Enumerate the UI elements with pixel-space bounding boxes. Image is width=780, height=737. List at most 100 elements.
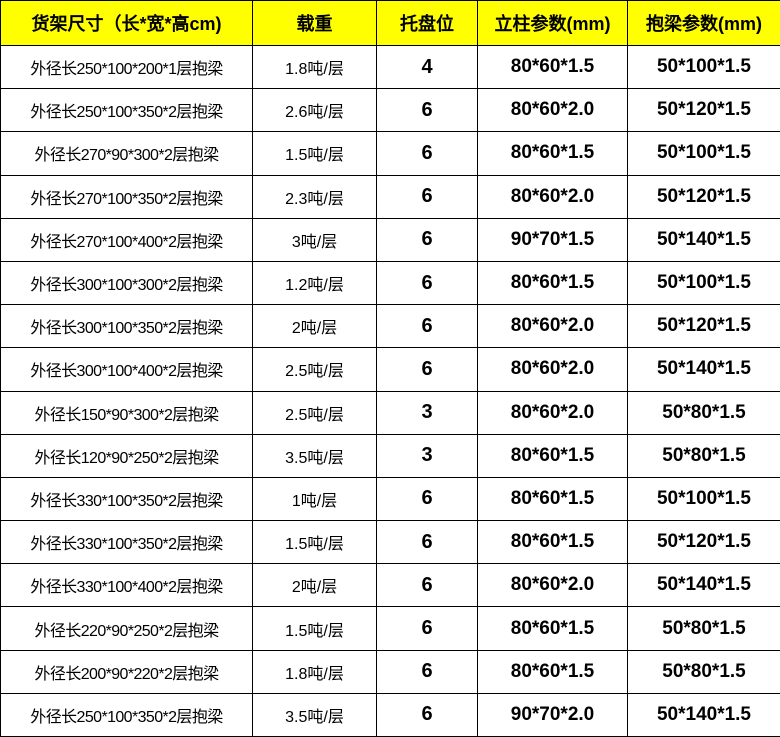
table-cell: 外径长250*100*350*2层抱梁 bbox=[0, 88, 253, 133]
table-cell: 2.5吨/层 bbox=[252, 347, 377, 392]
table-cell: 80*60*1.5 bbox=[477, 476, 628, 522]
table-cell: 50*80*1.5 bbox=[627, 649, 780, 694]
table-cell: 1.5吨/层 bbox=[252, 131, 377, 176]
table-cell: 3 bbox=[376, 390, 478, 435]
header-cell: 立柱参数(mm) bbox=[477, 0, 628, 46]
table-cell: 80*60*1.5 bbox=[477, 520, 628, 565]
table-row: 外径长270*100*350*2层抱梁 2.3吨/层 6 80*60*2.0 50*12… bbox=[0, 174, 780, 219]
table-cell: 50*140*1.5 bbox=[627, 347, 780, 392]
table-cell: 2吨/层 bbox=[252, 304, 377, 349]
table-cell: 50*100*1.5 bbox=[627, 44, 780, 90]
table-cell: 6 bbox=[376, 606, 478, 651]
table-cell: 50*140*1.5 bbox=[627, 217, 780, 262]
table-cell: 外径长300*100*350*2层抱梁 bbox=[0, 304, 253, 349]
table-cell: 3吨/层 bbox=[252, 217, 377, 262]
table-cell: 外径长250*100*200*1层抱梁 bbox=[0, 44, 253, 90]
table-cell: 50*100*1.5 bbox=[627, 476, 780, 522]
table-cell: 90*70*2.0 bbox=[477, 692, 628, 737]
table-row: 外径长200*90*220*2层抱梁 1.8吨/层 6 80*60*1.5 50*80*… bbox=[0, 649, 780, 694]
table-cell: 50*120*1.5 bbox=[627, 304, 780, 349]
table-row: 外径长330*100*400*2层抱梁 2吨/层 6 80*60*2.0 50*140*… bbox=[0, 563, 780, 608]
table-cell: 2.3吨/层 bbox=[252, 174, 377, 219]
table-cell: 50*80*1.5 bbox=[627, 390, 780, 435]
table-cell: 50*80*1.5 bbox=[627, 433, 780, 478]
table-cell: 外径长300*100*300*2层抱梁 bbox=[0, 260, 253, 306]
table-row: 外径长300*100*300*2层抱梁 1.2吨/层 6 80*60*1.5 50*10… bbox=[0, 260, 780, 306]
table-cell: 80*60*1.5 bbox=[477, 44, 628, 90]
table-cell: 50*120*1.5 bbox=[627, 520, 780, 565]
table-cell: 80*60*1.5 bbox=[477, 649, 628, 694]
table-row: 外径长270*100*400*2层抱梁 3吨/层 6 90*70*1.5 50*140*… bbox=[0, 217, 780, 262]
table-cell: 50*140*1.5 bbox=[627, 692, 780, 737]
table-cell: 外径长270*100*350*2层抱梁 bbox=[0, 174, 253, 219]
table-cell: 6 bbox=[376, 520, 478, 565]
table-cell: 外径长330*100*400*2层抱梁 bbox=[0, 563, 253, 608]
table-cell: 1.8吨/层 bbox=[252, 44, 377, 90]
table-cell: 1.5吨/层 bbox=[252, 520, 377, 565]
table-cell: 50*140*1.5 bbox=[627, 563, 780, 608]
table-row: 外径长120*90*250*2层抱梁 3.5吨/层 3 80*60*1.5 50*80*… bbox=[0, 433, 780, 478]
table-cell: 6 bbox=[376, 217, 478, 262]
table-cell: 80*60*2.0 bbox=[477, 563, 628, 608]
table-row: 外径长220*90*250*2层抱梁 1.5吨/层 6 80*60*1.5 50*80*… bbox=[0, 606, 780, 651]
table-cell: 4 bbox=[376, 44, 478, 90]
table-cell: 6 bbox=[376, 476, 478, 522]
table-body: 外径长250*100*200*1层抱梁 1.8吨/层 4 80*60*1.5 50*10… bbox=[0, 44, 780, 737]
table-cell: 80*60*1.5 bbox=[477, 433, 628, 478]
table-cell: 外径长270*100*400*2层抱梁 bbox=[0, 217, 253, 262]
table-cell: 6 bbox=[376, 260, 478, 306]
table-row: 外径长250*100*200*1层抱梁 1.8吨/层 4 80*60*1.5 50*10… bbox=[0, 44, 780, 90]
table-cell: 50*120*1.5 bbox=[627, 174, 780, 219]
table-cell: 80*60*2.0 bbox=[477, 347, 628, 392]
table-cell: 6 bbox=[376, 692, 478, 737]
table-row: 外径长250*100*350*2层抱梁 3.5吨/层 6 90*70*2.0 50*14… bbox=[0, 692, 780, 737]
table-cell: 80*60*1.5 bbox=[477, 260, 628, 306]
table-cell: 80*60*1.5 bbox=[477, 606, 628, 651]
table-cell: 80*60*2.0 bbox=[477, 88, 628, 133]
table-cell: 2吨/层 bbox=[252, 563, 377, 608]
table-cell: 1.2吨/层 bbox=[252, 260, 377, 306]
table-cell: 80*60*2.0 bbox=[477, 174, 628, 219]
table-cell: 50*100*1.5 bbox=[627, 260, 780, 306]
header-cell: 货架尺寸（长*宽*高cm) bbox=[0, 0, 253, 46]
table-row: 外径长300*100*350*2层抱梁 2吨/层 6 80*60*2.0 50*120*… bbox=[0, 304, 780, 349]
table-cell: 2.5吨/层 bbox=[252, 390, 377, 435]
table-cell: 50*80*1.5 bbox=[627, 606, 780, 651]
table-cell: 外径长330*100*350*2层抱梁 bbox=[0, 476, 253, 522]
table-cell: 1吨/层 bbox=[252, 476, 377, 522]
table-cell: 6 bbox=[376, 347, 478, 392]
table-cell: 3 bbox=[376, 433, 478, 478]
table-cell: 外径长150*90*300*2层抱梁 bbox=[0, 390, 253, 435]
header-cell: 托盘位 bbox=[376, 0, 478, 46]
table-cell: 6 bbox=[376, 649, 478, 694]
table-cell: 2.6吨/层 bbox=[252, 88, 377, 133]
table-cell: 80*60*1.5 bbox=[477, 131, 628, 176]
table-cell: 6 bbox=[376, 88, 478, 133]
table-cell: 1.8吨/层 bbox=[252, 649, 377, 694]
table-row: 外径长250*100*350*2层抱梁 2.6吨/层 6 80*60*2.0 50*12… bbox=[0, 88, 780, 133]
table-cell: 1.5吨/层 bbox=[252, 606, 377, 651]
table-cell: 外径长250*100*350*2层抱梁 bbox=[0, 692, 253, 737]
table-row: 外径长300*100*400*2层抱梁 2.5吨/层 6 80*60*2.0 50*14… bbox=[0, 347, 780, 392]
table-row: 外径长330*100*350*2层抱梁 1.5吨/层 6 80*60*1.5 50*12… bbox=[0, 520, 780, 565]
table-cell: 50*100*1.5 bbox=[627, 131, 780, 176]
table-cell: 外径长300*100*400*2层抱梁 bbox=[0, 347, 253, 392]
header-cell: 载重 bbox=[252, 0, 377, 46]
table-cell: 外径长200*90*220*2层抱梁 bbox=[0, 649, 253, 694]
table-cell: 6 bbox=[376, 131, 478, 176]
table-cell: 外径长270*90*300*2层抱梁 bbox=[0, 131, 253, 176]
table-row: 外径长330*100*350*2层抱梁 1吨/层 6 80*60*1.5 50*100*… bbox=[0, 476, 780, 522]
table-cell: 外径长330*100*350*2层抱梁 bbox=[0, 520, 253, 565]
table-row: 外径长150*90*300*2层抱梁 2.5吨/层 3 80*60*2.0 50*80*… bbox=[0, 390, 780, 435]
table-cell: 6 bbox=[376, 304, 478, 349]
table-cell: 3.5吨/层 bbox=[252, 433, 377, 478]
table-cell: 外径长120*90*250*2层抱梁 bbox=[0, 433, 253, 478]
table-cell: 50*120*1.5 bbox=[627, 88, 780, 133]
table-cell: 90*70*1.5 bbox=[477, 217, 628, 262]
table-cell: 外径长220*90*250*2层抱梁 bbox=[0, 606, 253, 651]
header-cell: 抱梁参数(mm) bbox=[627, 0, 780, 46]
table-cell: 6 bbox=[376, 174, 478, 219]
table-row: 外径长270*90*300*2层抱梁 1.5吨/层 6 80*60*1.5 50*100… bbox=[0, 131, 780, 176]
